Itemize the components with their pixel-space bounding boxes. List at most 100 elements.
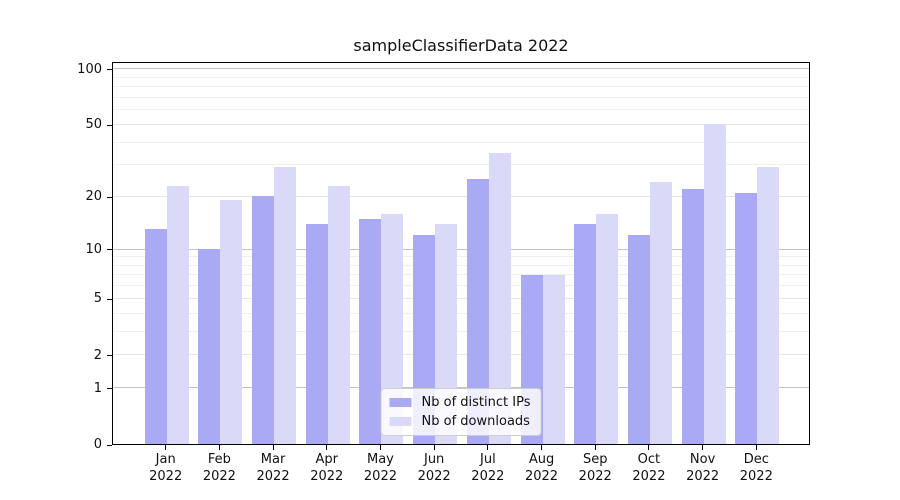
x-tick-label-nov: Nov 2022 <box>673 451 733 485</box>
gridline-minor <box>113 264 809 266</box>
bar-feb-distinct-ips <box>198 249 221 444</box>
y-tick-label: 0 <box>93 437 102 452</box>
bar-apr-distinct-ips <box>305 223 328 444</box>
x-tick-year: 2022 <box>524 469 559 484</box>
bar-oct-downloads <box>649 182 672 444</box>
gridline-minor <box>113 76 809 78</box>
legend-swatch-distinct-ips <box>389 398 412 407</box>
y-tick-mark <box>107 388 112 390</box>
x-tick-mark <box>648 445 650 450</box>
gridline-minor <box>113 256 809 258</box>
gridline-mid <box>113 297 809 299</box>
x-tick-label-dec: Dec 2022 <box>726 451 786 485</box>
x-tick-year: 2022 <box>417 469 451 484</box>
x-tick-label-mar: Mar 2022 <box>243 451 303 485</box>
x-tick-year: 2022 <box>632 469 666 484</box>
legend: Nb of distinct IPs Nb of downloads <box>380 388 542 436</box>
y-tick-mark <box>107 298 112 300</box>
x-tick-label-apr: Apr 2022 <box>297 451 357 485</box>
chart-title: sampleClassifierData 2022 <box>353 36 569 55</box>
legend-row-distinct-ips: Nb of distinct IPs <box>389 395 531 410</box>
gridline-minor <box>113 330 809 332</box>
bar-nov-downloads <box>703 124 726 444</box>
gridline-minor <box>113 86 809 88</box>
gridline-minor <box>113 312 809 314</box>
x-tick-mark <box>594 445 596 450</box>
y-tick-label: 100 <box>77 61 102 77</box>
x-tick-year: 2022 <box>149 469 183 484</box>
bar-jul-downloads <box>488 152 511 444</box>
legend-label-distinct-ips: Nb of distinct IPs <box>421 395 531 410</box>
x-tick-label-may: May 2022 <box>350 451 410 485</box>
x-tick-mark <box>165 445 167 450</box>
bar-may-distinct-ips <box>359 218 382 444</box>
legend-swatch-downloads <box>389 417 412 426</box>
x-tick-year: 2022 <box>202 469 236 484</box>
y-tick-mark <box>107 196 112 198</box>
x-tick-year: 2022 <box>471 469 505 484</box>
bar-may-downloads <box>381 213 404 444</box>
x-tick-label-feb: Feb 2022 <box>189 451 249 485</box>
bar-oct-distinct-ips <box>627 235 650 444</box>
bar-jan-distinct-ips <box>144 229 167 444</box>
x-tick-year: 2022 <box>310 469 344 484</box>
bar-dec-downloads <box>757 167 780 444</box>
y-tick-label: 1 <box>93 380 102 396</box>
x-tick-year: 2022 <box>363 469 397 484</box>
y-tick-label: 20 <box>85 189 102 205</box>
y-tick-mark <box>107 249 112 251</box>
x-tick-year: 2022 <box>739 469 773 484</box>
x-tick-mark <box>487 445 489 450</box>
y-tick-mark <box>107 444 112 446</box>
x-tick-label-sep: Sep 2022 <box>565 451 625 485</box>
x-tick-mark <box>379 445 381 450</box>
bar-feb-downloads <box>220 200 243 444</box>
x-tick-year: 2022 <box>686 469 720 484</box>
legend-label-downloads: Nb of downloads <box>421 414 530 429</box>
x-tick-mark <box>433 445 435 450</box>
gridline-minor <box>113 141 809 143</box>
x-tick-label-jun: Jun 2022 <box>404 451 464 485</box>
gridline-major <box>113 248 809 250</box>
bar-jul-distinct-ips <box>466 179 489 444</box>
x-tick-mark <box>272 445 274 450</box>
gridline-minor <box>113 164 809 166</box>
gridline-mid <box>113 354 809 356</box>
gridline-mid <box>113 123 809 125</box>
gridline-major <box>113 68 809 70</box>
x-tick-mark <box>541 445 543 450</box>
gridline-minor <box>113 96 809 98</box>
bar-mar-downloads <box>274 167 297 444</box>
x-tick-label-aug: Aug 2022 <box>512 451 572 485</box>
x-tick-label-jan: Jan 2022 <box>136 451 196 485</box>
x-tick-mark <box>702 445 704 450</box>
plot-area: Nb of distinct IPs Nb of downloads <box>112 62 810 445</box>
bar-nov-distinct-ips <box>681 189 704 444</box>
bar-aug-downloads <box>542 274 565 444</box>
gridline-mid <box>113 195 809 197</box>
bar-apr-downloads <box>327 185 350 444</box>
x-tick-label-jul: Jul 2022 <box>458 451 518 485</box>
y-tick-mark <box>107 355 112 357</box>
x-tick-mark <box>755 445 757 450</box>
y-tick-label: 2 <box>93 347 102 363</box>
legend-row-downloads: Nb of downloads <box>389 414 531 429</box>
y-tick-mark <box>107 124 112 126</box>
gridline-minor <box>113 285 809 287</box>
gridline-minor <box>113 274 809 276</box>
y-tick-label: 5 <box>93 291 102 307</box>
bar-sep-distinct-ips <box>574 223 597 444</box>
x-tick-label-oct: Oct 2022 <box>619 451 679 485</box>
y-tick-mark <box>107 69 112 71</box>
gridline-major <box>113 387 809 389</box>
y-tick-label: 50 <box>85 117 102 133</box>
bar-mar-distinct-ips <box>252 196 275 444</box>
bar-sep-downloads <box>596 213 619 444</box>
y-tick-label: 10 <box>85 241 102 257</box>
x-tick-year: 2022 <box>578 469 612 484</box>
bar-jan-downloads <box>166 185 189 444</box>
x-tick-mark <box>218 445 220 450</box>
x-tick-year: 2022 <box>256 469 290 484</box>
x-tick-mark <box>326 445 328 450</box>
